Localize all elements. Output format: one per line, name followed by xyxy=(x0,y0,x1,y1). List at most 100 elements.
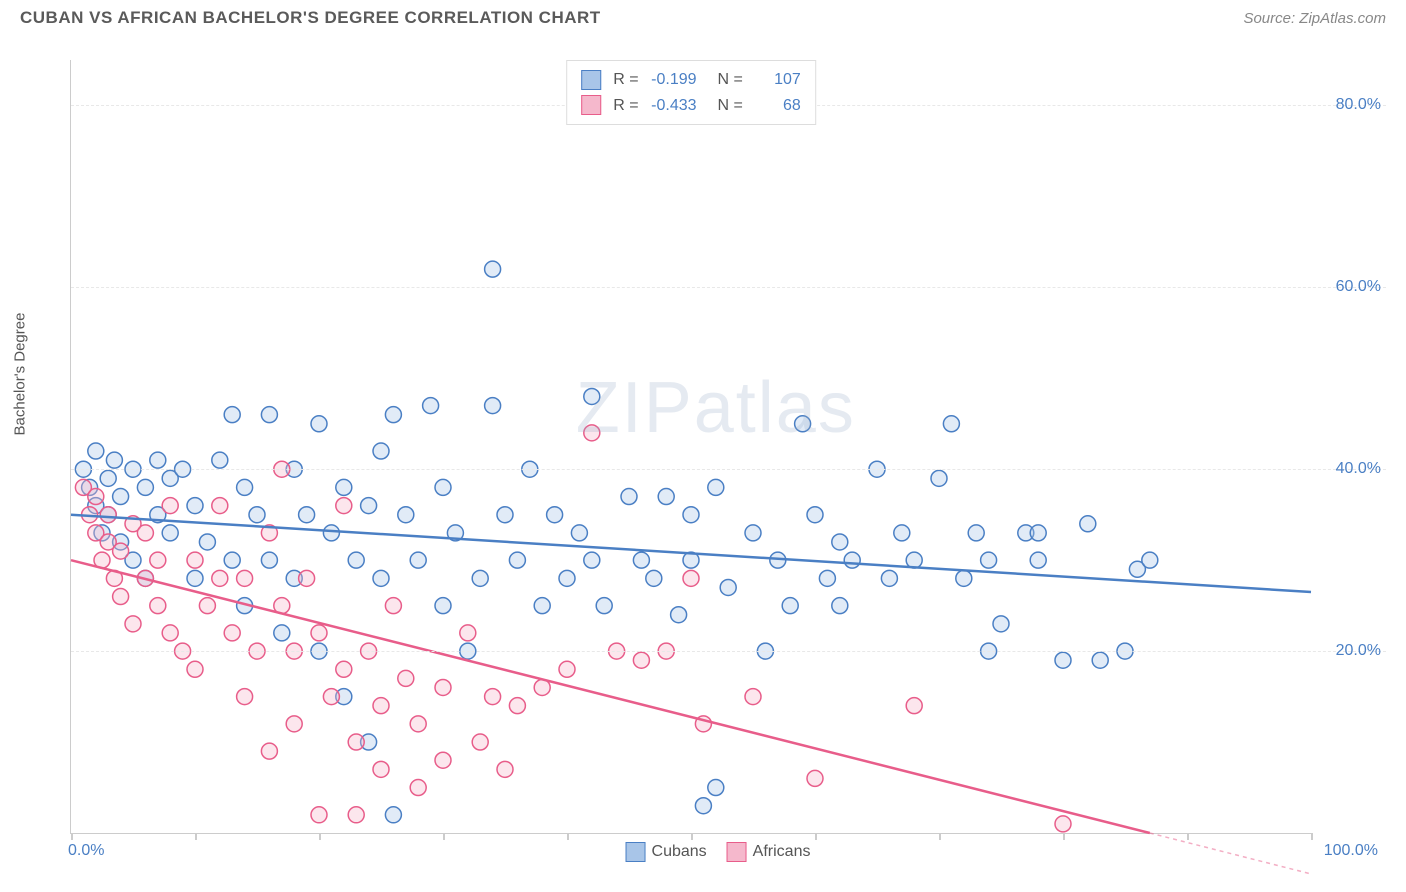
data-point xyxy=(224,625,240,641)
data-point xyxy=(224,552,240,568)
data-point xyxy=(113,543,129,559)
data-point xyxy=(1142,552,1158,568)
data-point xyxy=(745,525,761,541)
data-point xyxy=(646,570,662,586)
data-point xyxy=(212,498,228,514)
data-point xyxy=(485,398,501,414)
data-point xyxy=(373,570,389,586)
data-point xyxy=(906,698,922,714)
data-point xyxy=(708,479,724,495)
data-point xyxy=(336,661,352,677)
data-point xyxy=(435,479,451,495)
data-point xyxy=(348,807,364,823)
data-point xyxy=(559,661,575,677)
data-point xyxy=(807,507,823,523)
data-point xyxy=(274,625,290,641)
data-point xyxy=(472,734,488,750)
data-point xyxy=(683,507,699,523)
data-point xyxy=(187,570,203,586)
data-point xyxy=(348,552,364,568)
y-tick-label: 80.0% xyxy=(1321,96,1381,114)
data-point xyxy=(435,679,451,695)
data-point xyxy=(261,407,277,423)
y-tick-label: 60.0% xyxy=(1321,278,1381,296)
n-label: N = xyxy=(709,67,743,93)
data-point xyxy=(410,780,426,796)
data-point xyxy=(1055,652,1071,668)
data-point xyxy=(435,752,451,768)
y-tick-label: 40.0% xyxy=(1321,460,1381,478)
data-point xyxy=(373,698,389,714)
chart-container: Bachelor's Degree ZIPatlas R = -0.199 N … xyxy=(50,42,1386,852)
plot-area: ZIPatlas R = -0.199 N = 107 R = -0.433 N… xyxy=(70,60,1311,834)
data-point xyxy=(683,570,699,586)
data-point xyxy=(547,507,563,523)
data-point xyxy=(1030,552,1046,568)
header: CUBAN VS AFRICAN BACHELOR'S DEGREE CORRE… xyxy=(0,0,1406,32)
data-point xyxy=(125,616,141,632)
data-point xyxy=(844,552,860,568)
data-point xyxy=(1080,516,1096,532)
data-point xyxy=(795,416,811,432)
swatch-africans xyxy=(581,95,601,115)
data-point xyxy=(373,443,389,459)
legend-row-africans: R = -0.433 N = 68 xyxy=(581,93,801,119)
data-point xyxy=(956,570,972,586)
data-point xyxy=(819,570,835,586)
data-point xyxy=(497,761,513,777)
correlation-legend: R = -0.199 N = 107 R = -0.433 N = 68 xyxy=(566,60,816,125)
swatch-cubans xyxy=(581,70,601,90)
legend-label-africans: Africans xyxy=(753,843,811,861)
data-point xyxy=(398,507,414,523)
data-point xyxy=(534,598,550,614)
data-point xyxy=(708,780,724,796)
data-point xyxy=(485,689,501,705)
data-point xyxy=(286,716,302,732)
data-point xyxy=(106,452,122,468)
data-point xyxy=(993,616,1009,632)
x-axis-min-label: 0.0% xyxy=(68,842,104,860)
chart-title: CUBAN VS AFRICAN BACHELOR'S DEGREE CORRE… xyxy=(20,8,601,28)
data-point xyxy=(881,570,897,586)
data-point xyxy=(237,570,253,586)
data-point xyxy=(162,498,178,514)
data-point xyxy=(968,525,984,541)
data-point xyxy=(162,525,178,541)
data-point xyxy=(311,416,327,432)
data-point xyxy=(348,734,364,750)
data-point xyxy=(150,452,166,468)
data-point xyxy=(509,698,525,714)
data-point xyxy=(199,534,215,550)
data-point xyxy=(559,570,575,586)
data-point xyxy=(299,507,315,523)
data-point xyxy=(931,470,947,486)
data-point xyxy=(807,770,823,786)
data-point xyxy=(137,479,153,495)
data-point xyxy=(832,534,848,550)
data-point xyxy=(410,716,426,732)
trend-line-extension xyxy=(1150,833,1311,874)
data-point xyxy=(373,761,389,777)
data-point xyxy=(1030,525,1046,541)
n-value-cubans: 107 xyxy=(751,67,801,93)
data-point xyxy=(832,598,848,614)
data-point xyxy=(782,598,798,614)
data-point xyxy=(671,607,687,623)
r-value-africans: -0.433 xyxy=(647,93,697,119)
x-axis-max-label: 100.0% xyxy=(1324,842,1378,860)
data-point xyxy=(584,552,600,568)
data-point xyxy=(249,507,265,523)
r-label: R = xyxy=(613,67,638,93)
n-label: N = xyxy=(709,93,743,119)
data-point xyxy=(113,589,129,605)
source-attribution: Source: ZipAtlas.com xyxy=(1243,10,1386,27)
data-point xyxy=(472,570,488,586)
data-point xyxy=(720,579,736,595)
swatch-africans-icon xyxy=(727,842,747,862)
data-point xyxy=(485,261,501,277)
data-point xyxy=(943,416,959,432)
data-point xyxy=(237,689,253,705)
data-point xyxy=(423,398,439,414)
y-tick-label: 20.0% xyxy=(1321,642,1381,660)
data-point xyxy=(137,525,153,541)
